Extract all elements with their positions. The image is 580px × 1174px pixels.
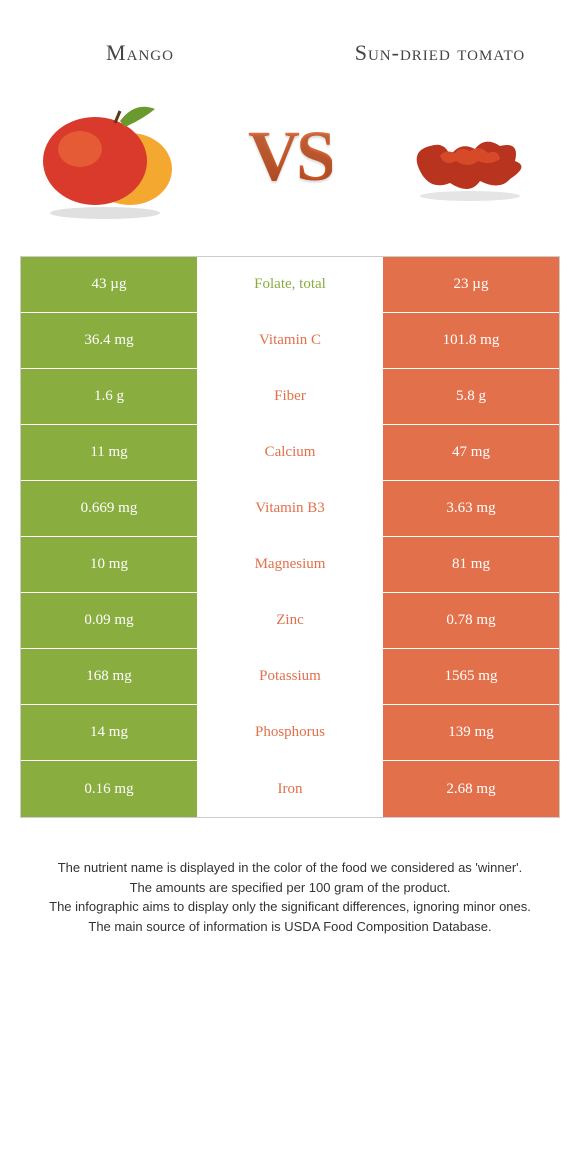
header-left-title: Mango bbox=[40, 40, 240, 66]
table-row: 0.09 mgZinc0.78 mg bbox=[21, 593, 559, 649]
nutrient-label: Vitamin B3 bbox=[197, 481, 383, 536]
table-row: 36.4 mgVitamin C101.8 mg bbox=[21, 313, 559, 369]
header: Mango Sun-dried tomato bbox=[0, 0, 580, 76]
value-left: 1.6 g bbox=[21, 369, 197, 424]
nutrient-label: Calcium bbox=[197, 425, 383, 480]
table-row: 0.669 mgVitamin B33.63 mg bbox=[21, 481, 559, 537]
table-row: 0.16 mgIron2.68 mg bbox=[21, 761, 559, 817]
nutrient-label: Zinc bbox=[197, 593, 383, 648]
table-row: 168 mgPotassium1565 mg bbox=[21, 649, 559, 705]
value-left: 43 µg bbox=[21, 257, 197, 312]
header-right-title: Sun-dried tomato bbox=[340, 40, 540, 66]
footer-line: The nutrient name is displayed in the co… bbox=[30, 858, 550, 878]
value-left: 14 mg bbox=[21, 705, 197, 760]
nutrient-label: Phosphorus bbox=[197, 705, 383, 760]
value-right: 81 mg bbox=[383, 537, 559, 592]
footer-line: The infographic aims to display only the… bbox=[30, 897, 550, 917]
value-right: 5.8 g bbox=[383, 369, 559, 424]
nutrient-label: Magnesium bbox=[197, 537, 383, 592]
nutrient-label: Folate, total bbox=[197, 257, 383, 312]
footer: The nutrient name is displayed in the co… bbox=[0, 818, 580, 936]
value-right: 1565 mg bbox=[383, 649, 559, 704]
table-row: 1.6 gFiber5.8 g bbox=[21, 369, 559, 425]
value-left: 11 mg bbox=[21, 425, 197, 480]
value-left: 36.4 mg bbox=[21, 313, 197, 368]
footer-line: The main source of information is USDA F… bbox=[30, 917, 550, 937]
vs-label: VS bbox=[248, 115, 332, 198]
value-left: 168 mg bbox=[21, 649, 197, 704]
table-row: 10 mgMagnesium81 mg bbox=[21, 537, 559, 593]
value-right: 3.63 mg bbox=[383, 481, 559, 536]
table-row: 11 mgCalcium47 mg bbox=[21, 425, 559, 481]
value-right: 0.78 mg bbox=[383, 593, 559, 648]
mango-image bbox=[20, 86, 200, 226]
tomato-image bbox=[380, 86, 560, 226]
footer-line: The amounts are specified per 100 gram o… bbox=[30, 878, 550, 898]
value-right: 23 µg bbox=[383, 257, 559, 312]
value-right: 139 mg bbox=[383, 705, 559, 760]
nutrient-label: Potassium bbox=[197, 649, 383, 704]
value-left: 10 mg bbox=[21, 537, 197, 592]
nutrient-table: 43 µgFolate, total23 µg36.4 mgVitamin C1… bbox=[20, 256, 560, 818]
table-row: 43 µgFolate, total23 µg bbox=[21, 257, 559, 313]
nutrient-label: Iron bbox=[197, 761, 383, 817]
value-right: 2.68 mg bbox=[383, 761, 559, 817]
images-row: VS bbox=[0, 76, 580, 256]
value-left: 0.16 mg bbox=[21, 761, 197, 817]
value-right: 101.8 mg bbox=[383, 313, 559, 368]
value-left: 0.669 mg bbox=[21, 481, 197, 536]
value-left: 0.09 mg bbox=[21, 593, 197, 648]
value-right: 47 mg bbox=[383, 425, 559, 480]
nutrient-label: Vitamin C bbox=[197, 313, 383, 368]
table-row: 14 mgPhosphorus139 mg bbox=[21, 705, 559, 761]
nutrient-label: Fiber bbox=[197, 369, 383, 424]
